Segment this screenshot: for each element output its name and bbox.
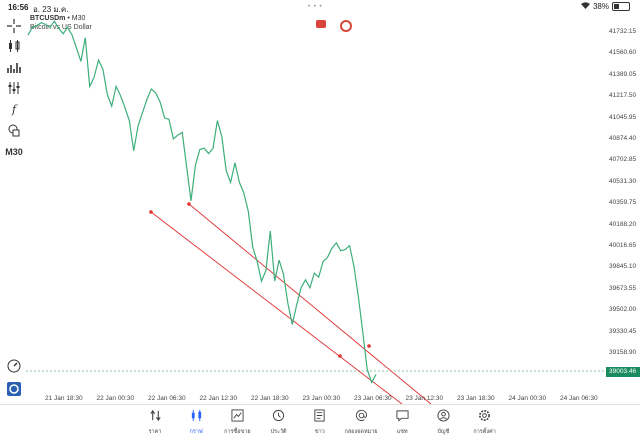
chat-icon bbox=[382, 409, 422, 423]
symbol-name: BTCUSDm bbox=[30, 15, 66, 22]
trendlines[interactable] bbox=[149, 202, 432, 405]
tab-label: กราฟ bbox=[189, 429, 203, 435]
tab-label: ประวัติ bbox=[270, 429, 287, 435]
tab-label: บัญชี bbox=[437, 429, 450, 435]
trade-icon bbox=[217, 409, 257, 423]
time-axis-label: 22 Jan 18:30 bbox=[251, 395, 289, 402]
time-axis-label: 23 Jan 18:30 bbox=[457, 395, 495, 402]
symbol-header[interactable]: BTCUSDm • M30 bbox=[30, 15, 85, 22]
crosshair-icon[interactable] bbox=[5, 18, 23, 34]
broker-logo-icon[interactable] bbox=[5, 381, 23, 397]
status-right: 38% bbox=[580, 2, 630, 11]
trendline-lower bbox=[150, 211, 403, 405]
chart-icon bbox=[176, 409, 216, 423]
price-axis[interactable]: 41732.15 41560.60 41389.05 41217.50 41045.95… bbox=[606, 14, 640, 394]
speedometer-icon[interactable] bbox=[5, 358, 23, 374]
status-date: อ. 23 ม.ค. bbox=[33, 5, 69, 14]
price-axis-label: 40016.65 bbox=[609, 242, 637, 249]
one-click-trading-icon[interactable] bbox=[316, 20, 326, 28]
sync-icon[interactable] bbox=[340, 20, 352, 32]
drawing-toolbar: f M30 bbox=[0, 14, 26, 404]
tab-label: ข่าว bbox=[314, 429, 325, 435]
time-axis-label: 23 Jan 06:30 bbox=[354, 395, 392, 402]
tab-quotes[interactable]: ราคา bbox=[135, 409, 175, 436]
multitask-dots-icon: • • • bbox=[308, 4, 323, 10]
tab-label: แชท bbox=[396, 429, 408, 435]
price-series-line bbox=[27, 20, 377, 384]
price-axis-label: 40359.75 bbox=[609, 199, 637, 207]
tab-chat[interactable]: แชท bbox=[382, 409, 422, 436]
price-axis-label: 40188.20 bbox=[609, 220, 637, 228]
symbol-description: Bitcoin vs US Dollar bbox=[30, 24, 92, 31]
tab-label: กล่องจดหมาย bbox=[344, 429, 378, 435]
trendline-anchor bbox=[367, 344, 371, 348]
price-axis-label: 41217.50 bbox=[609, 92, 637, 100]
price-axis-label: 40531.30 bbox=[609, 177, 637, 185]
status-bar: 16:56 อ. 23 ม.ค. • • • 38% bbox=[0, 0, 640, 14]
battery-percent: 38% bbox=[592, 2, 609, 11]
tab-chart[interactable]: กราฟ bbox=[176, 409, 216, 436]
time-axis-label: 23 Jan 00:30 bbox=[302, 395, 341, 402]
history-icon bbox=[259, 409, 299, 423]
candles-icon[interactable] bbox=[5, 38, 23, 54]
price-axis-label: 41560.60 bbox=[609, 49, 637, 57]
wifi-icon bbox=[580, 2, 590, 11]
price-axis-label: 39845.10 bbox=[609, 263, 637, 271]
indicators-icon[interactable] bbox=[5, 59, 23, 75]
tab-label: การซื้อขาย bbox=[224, 429, 251, 435]
tab-label: การตั้งค่า bbox=[473, 429, 496, 435]
account-icon bbox=[423, 409, 463, 423]
current-price-badge: 39003.46 bbox=[606, 367, 640, 377]
quotes-icon bbox=[135, 409, 175, 423]
tab-settings[interactable]: การตั้งค่า bbox=[465, 409, 505, 436]
timeframe-button[interactable]: M30 bbox=[5, 147, 23, 157]
price-axis-label: 40702.85 bbox=[609, 156, 637, 164]
time-axis-label: 22 Jan 00:30 bbox=[96, 395, 135, 402]
time-axis-label: 23 Jan 12:30 bbox=[405, 395, 444, 402]
time-axis[interactable]: 21 Jan 18:30 22 Jan 00:30 22 Jan 06:30 22 J… bbox=[26, 395, 606, 407]
shapes-icon[interactable] bbox=[5, 122, 23, 138]
dot-separator: • bbox=[67, 15, 72, 22]
trendline-anchor bbox=[338, 354, 342, 358]
tab-account[interactable]: บัญชี bbox=[423, 409, 463, 436]
tab-news[interactable]: ข่าว bbox=[300, 409, 340, 436]
tab-label: ราคา bbox=[148, 429, 162, 435]
price-axis-label: 39502.00 bbox=[609, 306, 637, 314]
time-axis-label: 22 Jan 06:30 bbox=[148, 395, 186, 402]
battery-icon bbox=[612, 2, 630, 11]
bottom-tab-bar: ราคา กราฟ การซื้อขาย ประวัติ ข่าว กล่องจดหมาย… bbox=[0, 404, 640, 448]
time-axis-label: 21 Jan 18:30 bbox=[45, 395, 83, 402]
tab-mailbox[interactable]: กล่องจดหมาย bbox=[341, 409, 381, 436]
price-axis-label: 39330.45 bbox=[609, 327, 637, 335]
mailbox-icon bbox=[341, 409, 381, 423]
time-axis-label: 24 Jan 06:30 bbox=[560, 395, 598, 402]
function-icon[interactable]: f bbox=[11, 102, 17, 116]
price-axis-label: 39673.55 bbox=[609, 284, 637, 292]
trendline-anchor bbox=[149, 210, 153, 214]
settings-sliders-icon[interactable] bbox=[5, 80, 23, 96]
time-axis-label: 24 Jan 00:30 bbox=[508, 395, 547, 402]
symbol-timeframe: M30 bbox=[71, 15, 86, 22]
price-axis-label: 41732.15 bbox=[609, 28, 637, 35]
news-icon bbox=[300, 409, 340, 423]
settings-icon bbox=[465, 409, 505, 423]
status-time: 16:56 bbox=[8, 3, 29, 12]
trendline-anchor bbox=[187, 202, 191, 206]
chart-plot[interactable] bbox=[26, 14, 606, 405]
price-axis-label: 39158.90 bbox=[609, 349, 637, 356]
time-axis-label: 22 Jan 12:30 bbox=[199, 395, 238, 402]
price-chart[interactable] bbox=[26, 14, 606, 405]
price-axis-label: 41389.05 bbox=[609, 70, 637, 78]
price-axis-label: 40874.40 bbox=[609, 135, 637, 142]
price-axis-label: 41045.95 bbox=[609, 113, 637, 121]
tab-trade[interactable]: การซื้อขาย bbox=[217, 409, 257, 436]
tab-history[interactable]: ประวัติ bbox=[259, 409, 299, 436]
trendline-upper bbox=[188, 203, 432, 405]
